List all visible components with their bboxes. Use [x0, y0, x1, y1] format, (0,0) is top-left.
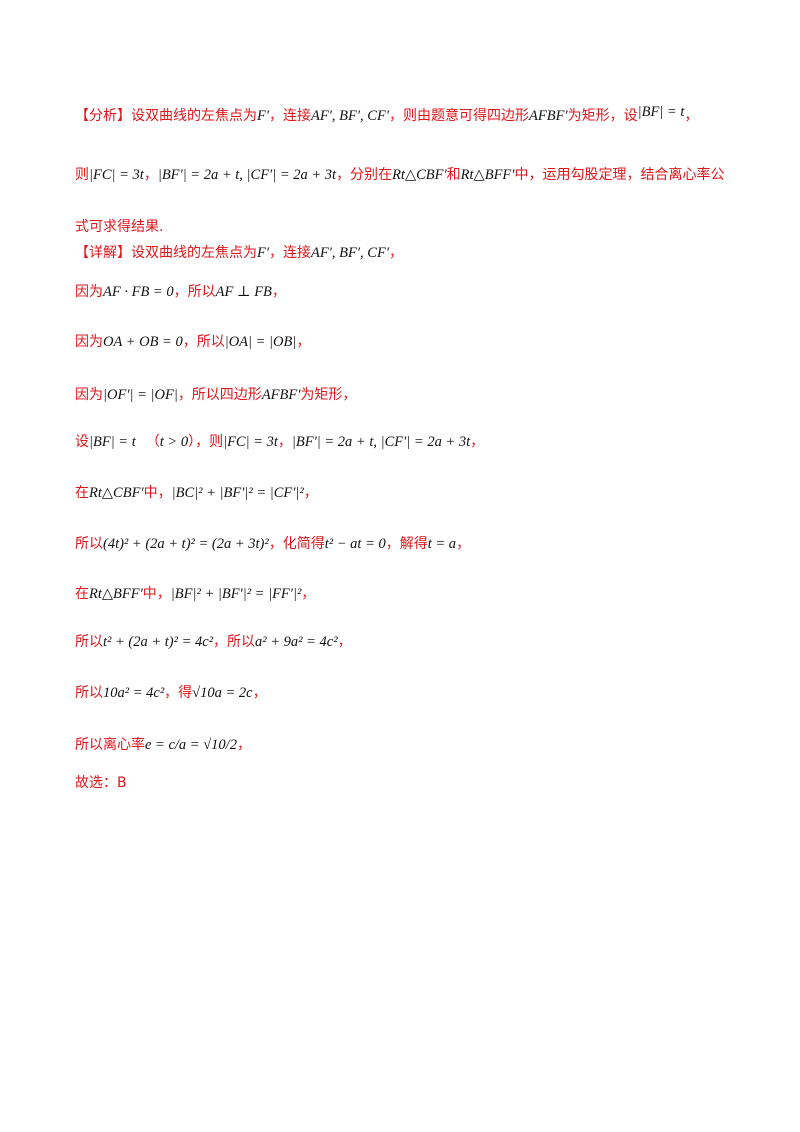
text: 在 [75, 485, 89, 501]
math: Rt△CBF′ [392, 167, 447, 183]
text: ， [389, 245, 404, 261]
detail-line-5: 设|BF| = t （t > 0），则|FC| = 3t，|BF′| = 2a +… [75, 432, 484, 452]
math: |FC| = 3t [89, 167, 144, 183]
math: t = a [427, 536, 457, 552]
text: ，解得 [385, 536, 428, 552]
detail-line-4: 因为|OF′| = |OF|，所以四边形AFBF′为矩形， [75, 385, 356, 405]
math: |BF|² + |BF′|² = |FF′|² [170, 586, 302, 602]
text: ，所以四边形 [177, 387, 262, 403]
text: 所以 [75, 685, 103, 701]
text: ， [456, 536, 471, 552]
math: F′ [257, 245, 270, 261]
detail-line-2: 因为AF · FB = 0，所以AF ⊥ FB， [75, 282, 286, 302]
text: 所以 [75, 634, 103, 650]
text: ， [236, 737, 251, 753]
text: 中，运用勾股定理，结合离心率公 [514, 167, 725, 183]
math: |BF| = t [637, 104, 685, 120]
text: ， [296, 334, 311, 350]
math: |FC| = 3t [223, 434, 278, 450]
text: 设双曲线的左焦点为 [131, 108, 257, 124]
math: Rt△BFF′ [89, 586, 143, 602]
math: AFBF′ [529, 108, 568, 124]
text: 则 [75, 167, 89, 183]
text: ， [143, 167, 158, 183]
math: AF′, BF′, CF′ [311, 108, 390, 124]
detail-line-3: 因为OA + OB = 0，所以|OA| = |OB|， [75, 332, 310, 352]
text: ，连接 [269, 245, 312, 261]
text: ，连接 [269, 108, 312, 124]
math: |OA| = |OB| [224, 334, 297, 350]
text: 在 [75, 586, 89, 602]
math: t > 0 [159, 434, 189, 450]
text: 因为 [75, 284, 103, 300]
math: OA + OB = 0 [103, 334, 183, 350]
text: ， [303, 485, 318, 501]
math: |OF′| = |OF| [103, 387, 178, 403]
text: ，所以 [182, 334, 225, 350]
text: 为矩形， [300, 387, 357, 403]
text: 式可求得结果. [75, 219, 164, 235]
math: Rt△CBF′ [89, 485, 144, 501]
math: 10a² = 4c² [103, 685, 165, 701]
text: ，所以 [173, 284, 216, 300]
text: 所以 [75, 536, 103, 552]
analysis-line-2: 则|FC| = 3t，|BF′| = 2a + t, |CF′| = 2a + … [75, 165, 724, 185]
text: ， [271, 284, 286, 300]
text: 因为 [75, 387, 103, 403]
text: ， [277, 434, 292, 450]
analysis-line-3: 式可求得结果. [75, 217, 163, 237]
detail-line-11: 所以离心率e = c/a = √10/2， [75, 735, 251, 755]
detail-line-10: 所以10a² = 4c²，得√10a = 2c， [75, 683, 267, 703]
detail-line-8: 在Rt△BFF′中，|BF|² + |BF′|² = |FF′|²， [75, 584, 315, 604]
text: ， [684, 108, 699, 124]
text: 因为 [75, 334, 103, 350]
text: 设 [75, 434, 89, 450]
math: |BC|² + |BF′|² = |CF′|² [171, 485, 304, 501]
math: t² − at = 0 [324, 536, 386, 552]
math: (4t)² + (2a + t)² = (2a + 3t)² [103, 536, 269, 552]
math: F′ [257, 108, 270, 124]
detail-line-1: 【详解】设双曲线的左焦点为F′，连接AF′, BF′, CF′， [75, 243, 403, 263]
answer-text: 故选：B [75, 775, 127, 791]
text: 为矩形，设 [567, 108, 638, 124]
text: （ [145, 434, 160, 450]
text: ， [470, 434, 485, 450]
text: 中， [143, 485, 172, 501]
detail-line-9: 所以t² + (2a + t)² = 4c²，所以a² + 9a² = 4c²， [75, 632, 352, 652]
text: 设双曲线的左焦点为 [131, 245, 257, 261]
math: AF · FB = 0 [103, 284, 174, 300]
math: |BF| = t [89, 434, 136, 450]
text: ），则 [188, 434, 224, 450]
text: ， [337, 634, 352, 650]
text: 所以离心率 [75, 737, 145, 753]
detail-label: 【详解】 [75, 245, 131, 261]
text: ，得 [164, 685, 193, 701]
analysis-line-1: 【分析】设双曲线的左焦点为F′，连接AF′, BF′, CF′，则由题意可得四边… [75, 104, 699, 126]
detail-line-6: 在Rt△CBF′中，|BC|² + |BF′|² = |CF′|²， [75, 483, 318, 503]
text: ，所以 [213, 634, 256, 650]
math: e = c/a = √10/2 [145, 737, 237, 753]
text: ，则由题意可得四边形 [389, 108, 530, 124]
text: 和 [446, 167, 461, 183]
math: AF ⊥ FB [215, 284, 272, 300]
math: AFBF′ [261, 387, 301, 403]
text: ，分别在 [336, 167, 393, 183]
text: ， [301, 586, 316, 602]
math: t² + (2a + t)² = 4c² [103, 634, 214, 650]
analysis-label: 【分析】 [75, 108, 131, 124]
text: 中， [142, 586, 171, 602]
text: ，化简得 [268, 536, 325, 552]
detail-line-7: 所以(4t)² + (2a + t)² = (2a + 3t)²，化简得t² −… [75, 534, 470, 554]
math: √10a = 2c [192, 685, 253, 701]
math: a² + 9a² = 4c² [255, 634, 338, 650]
text: ， [252, 685, 267, 701]
math: |BF′| = 2a + t, |CF′| = 2a + 3t [291, 434, 471, 450]
math: AF′, BF′, CF′ [311, 245, 390, 261]
answer-line: 故选：B [75, 773, 127, 793]
math: |BF′| = 2a + t, |CF′| = 2a + 3t [157, 167, 337, 183]
math: Rt△BFF′ [460, 167, 515, 183]
